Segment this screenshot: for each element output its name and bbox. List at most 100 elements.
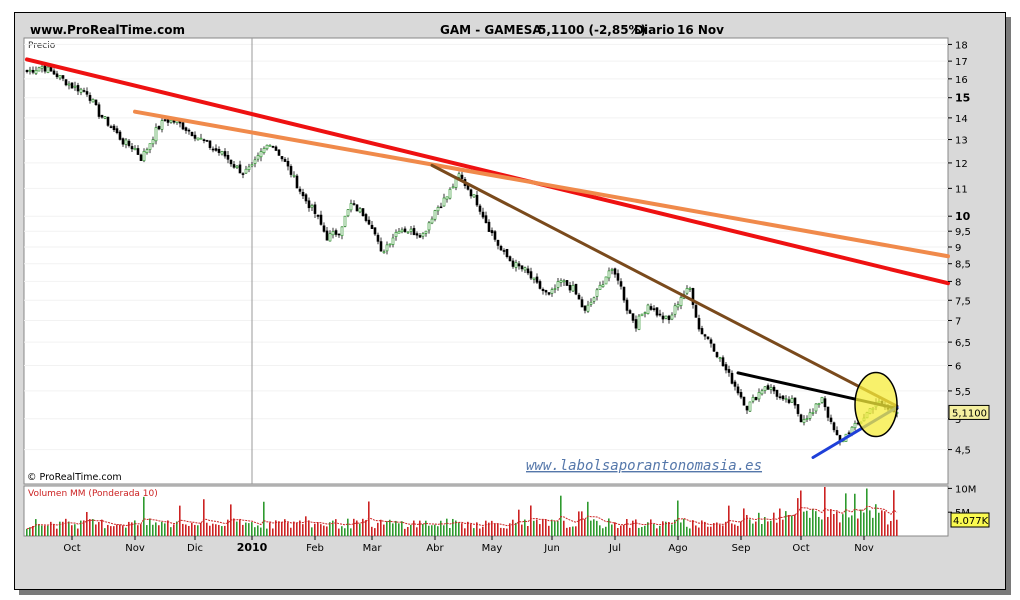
candle-body: [655, 307, 659, 316]
candle-body: [76, 85, 80, 92]
candle-body: [430, 218, 434, 224]
volume-bar: [68, 521, 70, 536]
candle-body: [403, 228, 407, 232]
volume-bar: [281, 522, 283, 536]
candle-body: [274, 146, 278, 151]
volume-bar: [380, 519, 382, 536]
volume-bar: [821, 519, 823, 536]
candle-body: [160, 120, 164, 130]
volume-bar: [500, 527, 502, 536]
price-tick-label: 15: [955, 92, 970, 105]
volume-bar: [41, 525, 43, 536]
volume-bar: [563, 520, 565, 536]
volume-bar: [374, 528, 376, 536]
volume-bar: [50, 521, 52, 536]
candle-body: [829, 417, 833, 422]
candle-body: [238, 164, 242, 174]
volume-bar: [200, 522, 202, 536]
candle-body: [475, 194, 479, 206]
candle-body: [637, 315, 641, 330]
candle-body: [628, 310, 632, 314]
candle-body: [577, 294, 581, 300]
price-panel: [23, 37, 949, 485]
candle-body: [229, 159, 233, 165]
volume-bar: [539, 524, 541, 536]
candle-body: [760, 390, 764, 395]
volume-bar: [596, 520, 598, 536]
candle-body: [163, 119, 167, 121]
candle-body: [52, 70, 56, 75]
price-tick-label: 9: [955, 243, 961, 254]
candle-body: [151, 139, 155, 145]
volume-bar: [713, 523, 715, 536]
x-tick-label: Mar: [363, 543, 383, 554]
candle-body: [73, 85, 77, 88]
x-tick-label: Oct: [63, 543, 80, 554]
volume-bar: [560, 495, 562, 536]
price-tick-label: 14: [955, 114, 968, 125]
volume-bar: [29, 527, 31, 536]
volume-bar: [197, 525, 199, 536]
volume-bar: [395, 520, 397, 536]
volume-bar: [746, 514, 748, 536]
price-tick-label: 5: [955, 415, 961, 426]
candle-body: [688, 288, 692, 290]
candle-body: [49, 66, 53, 72]
candle-body: [517, 263, 521, 267]
volume-bar: [623, 524, 625, 536]
candle-body: [421, 233, 425, 237]
price-tick-label: 8,5: [955, 260, 971, 271]
candle-body: [334, 230, 338, 235]
price-tick-label: 6,5: [955, 338, 971, 349]
volume-bar: [350, 528, 352, 536]
volume-bar: [284, 519, 286, 536]
candle-body: [40, 65, 44, 69]
volume-bar: [443, 525, 445, 536]
candle-body: [529, 271, 533, 279]
volume-bar: [587, 501, 589, 536]
volume-bar: [806, 510, 808, 536]
volume-bar: [626, 519, 628, 536]
candle-body: [136, 148, 140, 155]
volume-bar: [143, 496, 145, 536]
candle-body: [826, 406, 830, 418]
candle-body: [799, 414, 803, 423]
volume-bar: [731, 523, 733, 536]
candle-body: [433, 210, 437, 220]
volume-bar: [98, 521, 100, 536]
candle-body: [526, 268, 530, 274]
candle-body: [733, 381, 737, 387]
volume-bar: [698, 527, 700, 536]
candle-body: [664, 315, 668, 319]
candle-body: [58, 75, 62, 79]
volume-bar: [506, 528, 508, 536]
volume-bar: [140, 524, 142, 536]
candle-body: [742, 396, 746, 406]
candle-body: [418, 235, 422, 238]
candle-body: [34, 70, 38, 74]
candle-body: [373, 227, 377, 235]
volume-bar: [482, 526, 484, 536]
candle-body: [400, 229, 404, 233]
candle-body: [598, 285, 602, 290]
candle-body: [811, 412, 815, 414]
volume-bar: [431, 525, 433, 536]
volume-bar: [404, 528, 406, 536]
candle-body: [487, 221, 491, 232]
candle-body: [793, 397, 797, 406]
volume-bar: [686, 526, 688, 536]
watermark-link[interactable]: www.labolsaporantonomasia.es: [526, 458, 762, 474]
volume-bar: [839, 522, 841, 536]
volume-bar: [788, 514, 790, 536]
candle-body: [592, 297, 596, 302]
candle-body: [340, 226, 344, 236]
site-title[interactable]: www.ProRealTime.com: [30, 23, 185, 37]
volume-bar: [551, 519, 553, 536]
candle-body: [721, 357, 725, 367]
volume-bar: [275, 520, 277, 536]
volume-bar: [896, 519, 898, 536]
volume-bar: [53, 524, 55, 536]
candle-body: [745, 405, 749, 411]
candlestick-series: [25, 62, 899, 446]
volume-bar: [743, 508, 745, 536]
